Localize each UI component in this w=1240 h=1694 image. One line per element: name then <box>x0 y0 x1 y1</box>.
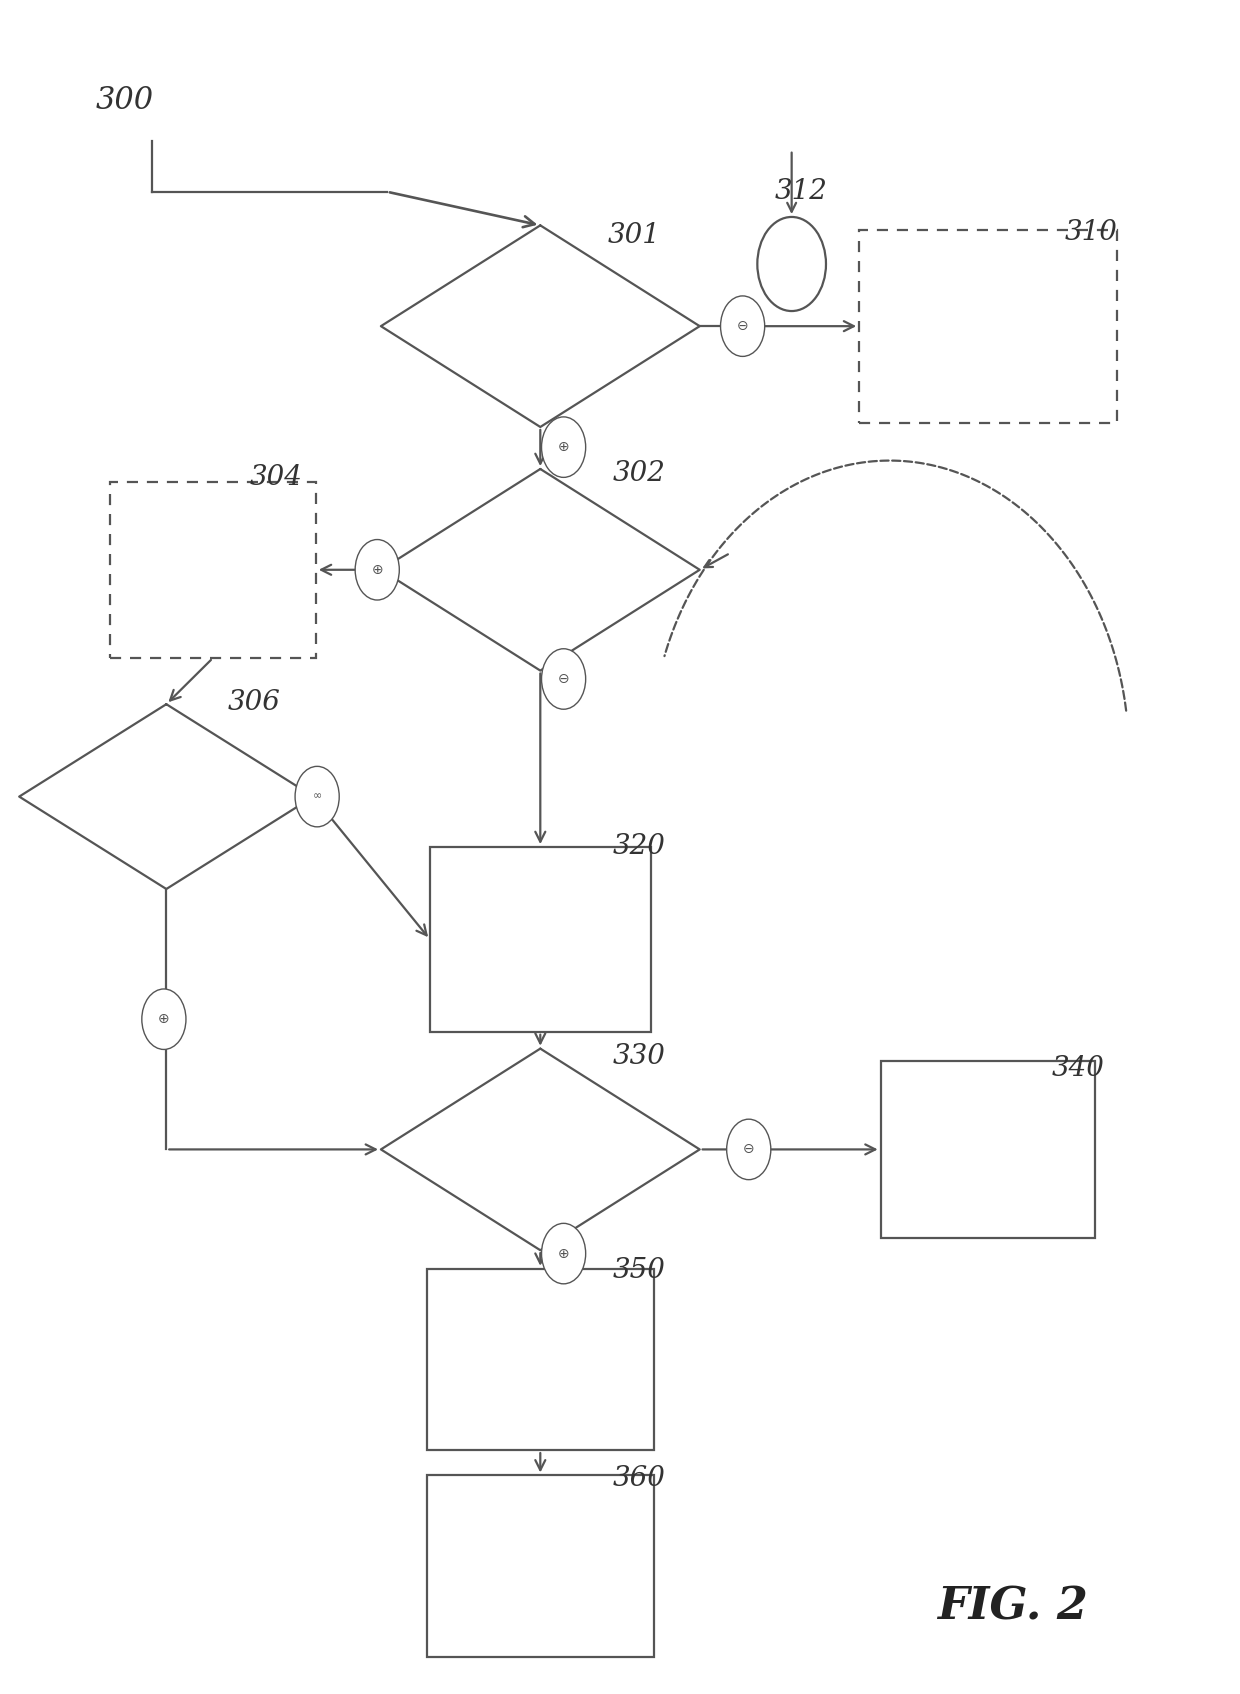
Text: ⊖: ⊖ <box>558 673 569 686</box>
Text: 302: 302 <box>613 461 666 488</box>
Text: 306: 306 <box>228 689 280 717</box>
Text: 360: 360 <box>613 1465 666 1492</box>
Text: ∞: ∞ <box>312 791 321 801</box>
Text: 340: 340 <box>1052 1055 1105 1082</box>
Text: ⊖: ⊖ <box>743 1142 755 1157</box>
Bar <box>430 847 651 1032</box>
Circle shape <box>727 1120 771 1179</box>
Circle shape <box>720 296 765 356</box>
Text: 320: 320 <box>613 833 666 861</box>
Circle shape <box>355 540 399 600</box>
Text: 301: 301 <box>608 222 661 249</box>
Text: 350: 350 <box>613 1257 666 1284</box>
Circle shape <box>758 217 826 312</box>
Text: 300: 300 <box>95 85 154 117</box>
Circle shape <box>542 649 585 710</box>
Circle shape <box>542 417 585 478</box>
Bar <box>880 1060 1095 1238</box>
Bar <box>427 1269 653 1450</box>
Text: 330: 330 <box>613 1044 666 1071</box>
Bar <box>110 481 316 657</box>
Circle shape <box>141 989 186 1050</box>
Text: ⊕: ⊕ <box>372 562 383 576</box>
Circle shape <box>295 766 340 827</box>
Text: 312: 312 <box>775 178 827 205</box>
Text: FIG. 2: FIG. 2 <box>937 1586 1087 1628</box>
Bar <box>859 230 1116 424</box>
Text: ⊖: ⊖ <box>737 318 749 334</box>
Bar <box>427 1475 653 1657</box>
Text: 304: 304 <box>249 464 303 491</box>
Text: ⊕: ⊕ <box>558 440 569 454</box>
Circle shape <box>542 1223 585 1284</box>
Text: ⊕: ⊕ <box>558 1247 569 1260</box>
Text: ⊕: ⊕ <box>157 1013 170 1027</box>
Text: 310: 310 <box>1065 219 1118 246</box>
